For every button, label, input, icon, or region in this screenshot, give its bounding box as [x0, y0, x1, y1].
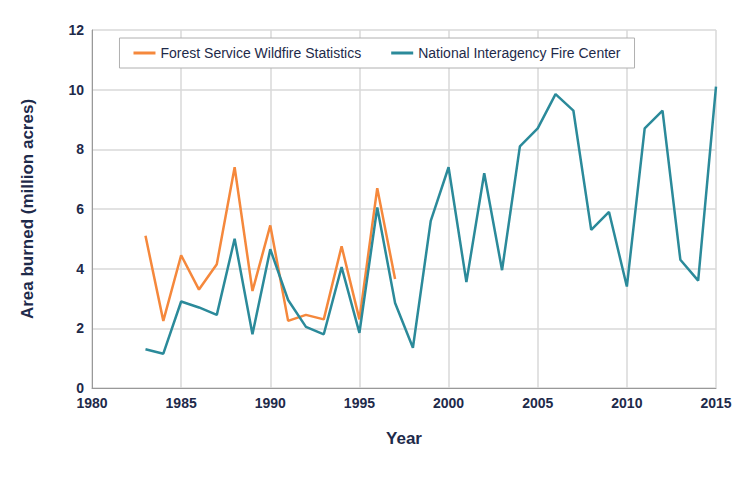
svg-text:1995: 1995 — [344, 395, 375, 411]
svg-text:2: 2 — [76, 320, 84, 336]
svg-text:National Interagency Fire Cent: National Interagency Fire Center — [418, 45, 621, 61]
svg-text:12: 12 — [68, 22, 84, 38]
svg-text:8: 8 — [76, 141, 84, 157]
svg-text:Area burned (million acres): Area burned (million acres) — [18, 99, 37, 319]
svg-text:6: 6 — [76, 201, 84, 217]
svg-text:Year: Year — [386, 429, 422, 448]
svg-text:2015: 2015 — [700, 395, 731, 411]
svg-text:0: 0 — [76, 380, 84, 396]
svg-text:4: 4 — [76, 261, 84, 277]
svg-text:1990: 1990 — [255, 395, 286, 411]
svg-text:1985: 1985 — [166, 395, 197, 411]
svg-text:10: 10 — [68, 82, 84, 98]
svg-text:2010: 2010 — [611, 395, 642, 411]
svg-text:2000: 2000 — [433, 395, 464, 411]
svg-text:1980: 1980 — [76, 395, 107, 411]
svg-text:Forest Service Wildfire Statis: Forest Service Wildfire Statistics — [160, 45, 361, 61]
svg-text:2005: 2005 — [522, 395, 553, 411]
